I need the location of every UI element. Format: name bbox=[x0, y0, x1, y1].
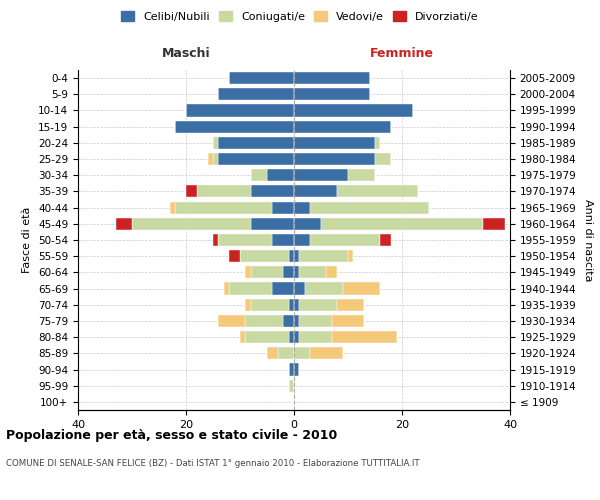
Bar bbox=[218, 234, 272, 246]
Bar bbox=[267, 169, 294, 181]
Bar bbox=[294, 120, 391, 132]
Bar bbox=[272, 202, 294, 213]
Text: Popolazione per età, sesso e stato civile - 2010: Popolazione per età, sesso e stato civil… bbox=[6, 430, 337, 442]
Bar bbox=[289, 331, 294, 343]
Bar bbox=[294, 137, 375, 149]
Bar bbox=[267, 348, 278, 360]
Bar bbox=[294, 234, 310, 246]
Bar bbox=[175, 202, 272, 213]
Bar bbox=[213, 234, 218, 246]
Bar bbox=[310, 202, 429, 213]
Bar bbox=[343, 282, 380, 294]
Bar bbox=[294, 218, 321, 230]
Text: Maschi: Maschi bbox=[161, 48, 211, 60]
Bar bbox=[218, 153, 294, 165]
Bar bbox=[332, 331, 397, 343]
Bar bbox=[294, 282, 305, 294]
Bar bbox=[294, 169, 348, 181]
Bar bbox=[218, 315, 245, 327]
Bar bbox=[218, 137, 294, 149]
Bar bbox=[170, 202, 175, 213]
Bar bbox=[375, 137, 380, 149]
Bar bbox=[251, 186, 294, 198]
Bar bbox=[218, 88, 294, 101]
Bar bbox=[294, 266, 299, 278]
Bar bbox=[251, 298, 289, 311]
Bar bbox=[294, 331, 299, 343]
Bar bbox=[337, 186, 418, 198]
Bar bbox=[348, 169, 375, 181]
Bar bbox=[294, 72, 370, 84]
Bar bbox=[229, 282, 272, 294]
Bar bbox=[272, 282, 294, 294]
Bar bbox=[213, 153, 218, 165]
Bar bbox=[186, 186, 197, 198]
Bar bbox=[132, 218, 251, 230]
Bar bbox=[299, 266, 326, 278]
Bar bbox=[321, 218, 483, 230]
Bar bbox=[116, 218, 132, 230]
Bar bbox=[213, 137, 218, 149]
Bar bbox=[294, 153, 375, 165]
Bar bbox=[299, 250, 348, 262]
Bar bbox=[299, 331, 332, 343]
Bar bbox=[289, 250, 294, 262]
Bar bbox=[251, 218, 294, 230]
Y-axis label: Anni di nascita: Anni di nascita bbox=[583, 198, 593, 281]
Bar bbox=[208, 153, 213, 165]
Bar bbox=[175, 120, 294, 132]
Bar bbox=[229, 250, 240, 262]
Bar bbox=[294, 364, 299, 376]
Bar bbox=[294, 298, 299, 311]
Bar bbox=[289, 364, 294, 376]
Y-axis label: Fasce di età: Fasce di età bbox=[22, 207, 32, 273]
Bar bbox=[299, 298, 337, 311]
Bar bbox=[294, 315, 299, 327]
Legend: Celibi/Nubili, Coniugati/e, Vedovi/e, Divorziati/e: Celibi/Nubili, Coniugati/e, Vedovi/e, Di… bbox=[118, 8, 482, 25]
Bar bbox=[294, 186, 337, 198]
Bar bbox=[380, 234, 391, 246]
Bar bbox=[272, 234, 294, 246]
Bar bbox=[245, 315, 283, 327]
Bar bbox=[245, 331, 289, 343]
Text: COMUNE DI SENALE-SAN FELICE (BZ) - Dati ISTAT 1° gennaio 2010 - Elaborazione TUT: COMUNE DI SENALE-SAN FELICE (BZ) - Dati … bbox=[6, 458, 419, 468]
Bar bbox=[251, 266, 283, 278]
Bar bbox=[283, 315, 294, 327]
Bar bbox=[348, 250, 353, 262]
Bar bbox=[294, 104, 413, 117]
Bar bbox=[229, 72, 294, 84]
Bar bbox=[332, 315, 364, 327]
Bar bbox=[294, 348, 310, 360]
Bar bbox=[240, 250, 289, 262]
Bar bbox=[283, 266, 294, 278]
Bar bbox=[294, 88, 370, 101]
Bar bbox=[224, 282, 229, 294]
Bar bbox=[294, 202, 310, 213]
Bar bbox=[294, 250, 299, 262]
Bar bbox=[326, 266, 337, 278]
Bar bbox=[375, 153, 391, 165]
Bar bbox=[289, 380, 294, 392]
Bar bbox=[337, 298, 364, 311]
Bar bbox=[310, 234, 380, 246]
Bar bbox=[310, 348, 343, 360]
Bar bbox=[197, 186, 251, 198]
Bar bbox=[186, 104, 294, 117]
Bar bbox=[299, 315, 332, 327]
Text: Femmine: Femmine bbox=[370, 48, 434, 60]
Bar bbox=[245, 298, 251, 311]
Bar bbox=[245, 266, 251, 278]
Bar bbox=[278, 348, 294, 360]
Bar bbox=[251, 169, 267, 181]
Bar bbox=[240, 331, 245, 343]
Bar bbox=[289, 298, 294, 311]
Bar bbox=[305, 282, 343, 294]
Bar bbox=[483, 218, 505, 230]
